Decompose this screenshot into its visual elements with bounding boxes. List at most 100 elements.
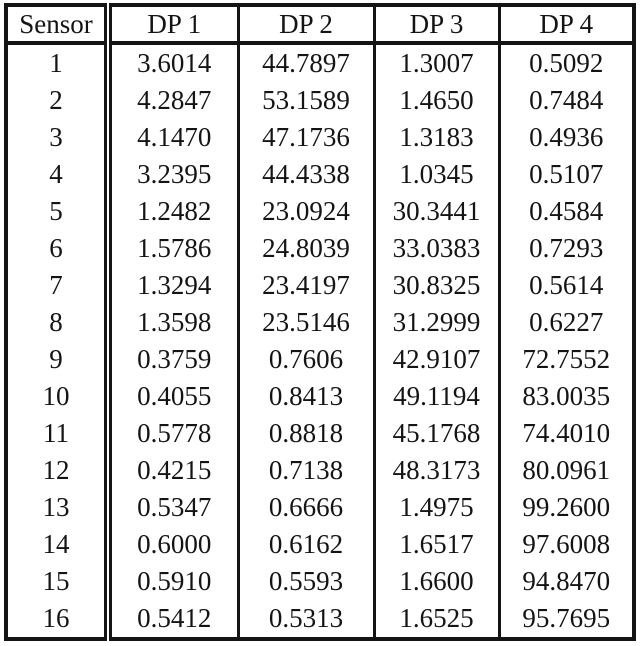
dp1-value-cell: 4.2847 <box>104 82 238 119</box>
table-row: 13 0.5347 0.6666 1.4975 99.2600 <box>6 489 634 526</box>
dp1-value-cell: 0.3759 <box>104 341 238 378</box>
dp4-value-cell: 0.4584 <box>497 193 634 230</box>
table-row: 11 0.5778 0.8818 45.1768 74.4010 <box>6 415 634 452</box>
dp4-value-cell: 80.0961 <box>497 452 634 489</box>
column-header-dp2: DP 2 <box>236 5 374 45</box>
sensor-id-cell: 13 <box>42 492 70 522</box>
dp3-value-cell: 30.3441 <box>372 193 499 230</box>
dp4-value-cell: 0.5092 <box>497 43 634 82</box>
dp4-value-cell: 74.4010 <box>497 415 634 452</box>
table-row: 15 0.5910 0.5593 1.6600 94.8470 <box>6 563 634 600</box>
dp1-value-cell: 1.5786 <box>104 230 238 267</box>
dp4-value-cell: 72.7552 <box>497 341 634 378</box>
dp2-value-cell: 0.7606 <box>236 341 374 378</box>
dp2-value-cell: 0.7138 <box>236 452 374 489</box>
dp3-value-cell: 33.0383 <box>372 230 499 267</box>
column-header-dp3: DP 3 <box>372 5 499 45</box>
dp2-value-cell: 0.5313 <box>236 600 374 639</box>
dp4-value-cell: 83.0035 <box>497 378 634 415</box>
sensor-id-cell: 12 <box>42 455 70 485</box>
dp2-value-cell: 23.4197 <box>236 267 374 304</box>
table-row: 4 3.2395 44.4338 1.0345 0.5107 <box>6 156 634 193</box>
dp3-value-cell: 1.6517 <box>372 526 499 563</box>
dp3-value-cell: 1.6525 <box>372 600 499 639</box>
dp4-value-cell: 0.5614 <box>497 267 634 304</box>
dp2-value-cell: 44.4338 <box>236 156 374 193</box>
dp1-value-cell: 0.5778 <box>104 415 238 452</box>
table-body: 1 3.6014 44.7897 1.3007 0.5092 2 4.2847 53.1589… <box>6 43 634 639</box>
dp2-value-cell: 0.6666 <box>236 489 374 526</box>
dp1-value-cell: 1.3598 <box>104 304 238 341</box>
sensor-id-cell: 9 <box>49 344 63 374</box>
dp4-value-cell: 0.4936 <box>497 119 634 156</box>
column-header-dp4: DP 4 <box>497 5 634 45</box>
dp2-value-cell: 24.8039 <box>236 230 374 267</box>
sensor-id-cell: 6 <box>49 233 63 263</box>
dp2-value-cell: 53.1589 <box>236 82 374 119</box>
dp2-value-cell: 0.5593 <box>236 563 374 600</box>
dp1-value-cell: 0.4215 <box>104 452 238 489</box>
dp4-value-cell: 97.6008 <box>497 526 634 563</box>
header-row: Sensor DP 1 DP 2 DP 3 DP 4 <box>6 5 634 45</box>
table-row: 7 1.3294 23.4197 30.8325 0.5614 <box>6 267 634 304</box>
dp3-value-cell: 42.9107 <box>372 341 499 378</box>
dp3-value-cell: 49.1194 <box>372 378 499 415</box>
dp1-value-cell: 4.1470 <box>104 119 238 156</box>
table-row: 8 1.3598 23.5146 31.2999 0.6227 <box>6 304 634 341</box>
dp1-value-cell: 0.4055 <box>104 378 238 415</box>
dp1-value-cell: 0.5347 <box>104 489 238 526</box>
table-row: 5 1.2482 23.0924 30.3441 0.4584 <box>6 193 634 230</box>
dp4-value-cell: 94.8470 <box>497 563 634 600</box>
table-row: 2 4.2847 53.1589 1.4650 0.7484 <box>6 82 634 119</box>
dp4-value-cell: 0.6227 <box>497 304 634 341</box>
dp3-value-cell: 31.2999 <box>372 304 499 341</box>
dp2-value-cell: 23.5146 <box>236 304 374 341</box>
table-row: 16 0.5412 0.5313 1.6525 95.7695 <box>6 600 634 639</box>
sensor-id-cell: 8 <box>49 307 63 337</box>
sensor-id-cell: 15 <box>42 566 70 596</box>
dp3-value-cell: 1.3007 <box>372 43 499 82</box>
dp4-value-cell: 0.5107 <box>497 156 634 193</box>
sensor-id-cell: 4 <box>49 159 63 189</box>
dp3-value-cell: 1.0345 <box>372 156 499 193</box>
table-row: 1 3.6014 44.7897 1.3007 0.5092 <box>6 43 634 82</box>
dp2-value-cell: 0.8413 <box>236 378 374 415</box>
dp3-value-cell: 48.3173 <box>372 452 499 489</box>
dp1-value-cell: 1.2482 <box>104 193 238 230</box>
dp4-value-cell: 0.7293 <box>497 230 634 267</box>
dp4-value-cell: 99.2600 <box>497 489 634 526</box>
dp1-value-cell: 0.5412 <box>104 600 238 639</box>
sensor-id-cell: 3 <box>49 122 63 152</box>
dp3-value-cell: 45.1768 <box>372 415 499 452</box>
dp2-value-cell: 23.0924 <box>236 193 374 230</box>
sensor-id-cell: 16 <box>42 603 70 633</box>
dp1-value-cell: 3.6014 <box>104 43 238 82</box>
sensor-id-cell: 1 <box>49 48 63 78</box>
dp1-value-cell: 0.6000 <box>104 526 238 563</box>
sensor-id-cell: 5 <box>49 196 63 226</box>
column-header-sensor: Sensor <box>6 5 108 45</box>
dp3-value-cell: 30.8325 <box>372 267 499 304</box>
dp2-value-cell: 0.8818 <box>236 415 374 452</box>
sensor-id-cell: 10 <box>42 381 70 411</box>
dp2-value-cell: 44.7897 <box>236 43 374 82</box>
dp1-value-cell: 0.5910 <box>104 563 238 600</box>
dp1-value-cell: 1.3294 <box>104 267 238 304</box>
sensor-id-cell: 11 <box>43 418 69 448</box>
dp2-value-cell: 47.1736 <box>236 119 374 156</box>
sensor-id-cell: 7 <box>49 270 63 300</box>
dp1-value-cell: 3.2395 <box>104 156 238 193</box>
table-row: 14 0.6000 0.6162 1.6517 97.6008 <box>6 526 634 563</box>
dp4-value-cell: 95.7695 <box>497 600 634 639</box>
dp3-value-cell: 1.6600 <box>372 563 499 600</box>
sensor-dp-table: Sensor DP 1 DP 2 DP 3 DP 4 1 3.6014 44.789… <box>4 3 636 641</box>
table-row: 10 0.4055 0.8413 49.1194 83.0035 <box>6 378 634 415</box>
dp2-value-cell: 0.6162 <box>236 526 374 563</box>
sensor-id-cell: 14 <box>42 529 70 559</box>
column-header-dp1: DP 1 <box>104 5 238 45</box>
table-row: 6 1.5786 24.8039 33.0383 0.7293 <box>6 230 634 267</box>
dp3-value-cell: 1.4650 <box>372 82 499 119</box>
dp4-value-cell: 0.7484 <box>497 82 634 119</box>
table-row: 9 0.3759 0.7606 42.9107 72.7552 <box>6 341 634 378</box>
